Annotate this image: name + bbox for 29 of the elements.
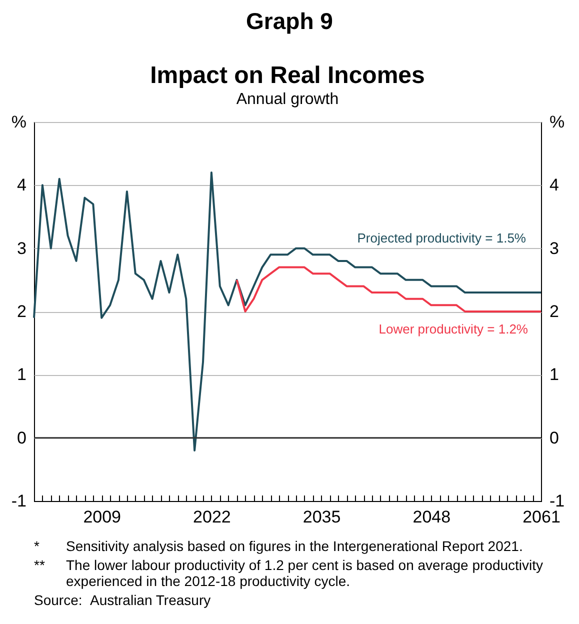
line-series <box>33 172 542 452</box>
y-tick-label: 4 <box>17 176 26 195</box>
x-tick-label: 2061 <box>522 508 560 526</box>
x-tick-label: 2009 <box>83 508 122 526</box>
y-tick-label: -1 <box>11 492 26 510</box>
series-label: Projected productivity = 1.5% <box>357 230 526 246</box>
text: ** The lower labour productivity of 1.2 per cent is based on average productivity experienced in the 2012-18 productivity cycle. <box>34 557 544 589</box>
y2-tick-label: % <box>550 112 565 132</box>
text: * Sensitivity analysis based on figures in the Intergenerational Report 2021. <box>34 538 523 554</box>
x-tick-label: 2048 <box>412 508 451 526</box>
y2-tick-label: 2 <box>550 302 559 321</box>
source-note: Source: Australian Treasury <box>34 592 211 608</box>
y2-tick-label: 0 <box>550 428 559 448</box>
y2-tick-label: 1 <box>550 365 559 384</box>
x-tick-label: 2022 <box>193 508 231 526</box>
y2-tick-label: -1 <box>550 492 565 510</box>
y-tick-label: % <box>11 112 26 132</box>
caption: Graph 9 <box>245 7 334 36</box>
series-label: Lower productivity = 1.2% <box>378 322 528 336</box>
y-tick-label: 3 <box>17 238 26 258</box>
y2-tick-label: 4 <box>550 176 559 195</box>
y-tick-label: 2 <box>17 302 26 321</box>
chart-subtitle: Annual growth <box>236 91 339 108</box>
y2-tick-label: 3 <box>550 238 559 258</box>
y-tick-label: 0 <box>17 428 26 448</box>
line-series <box>236 266 542 312</box>
x-tick-label: 2035 <box>302 508 341 526</box>
chart-title: Impact on Real Incomes <box>150 62 425 89</box>
y-tick-label: 1 <box>17 365 26 384</box>
